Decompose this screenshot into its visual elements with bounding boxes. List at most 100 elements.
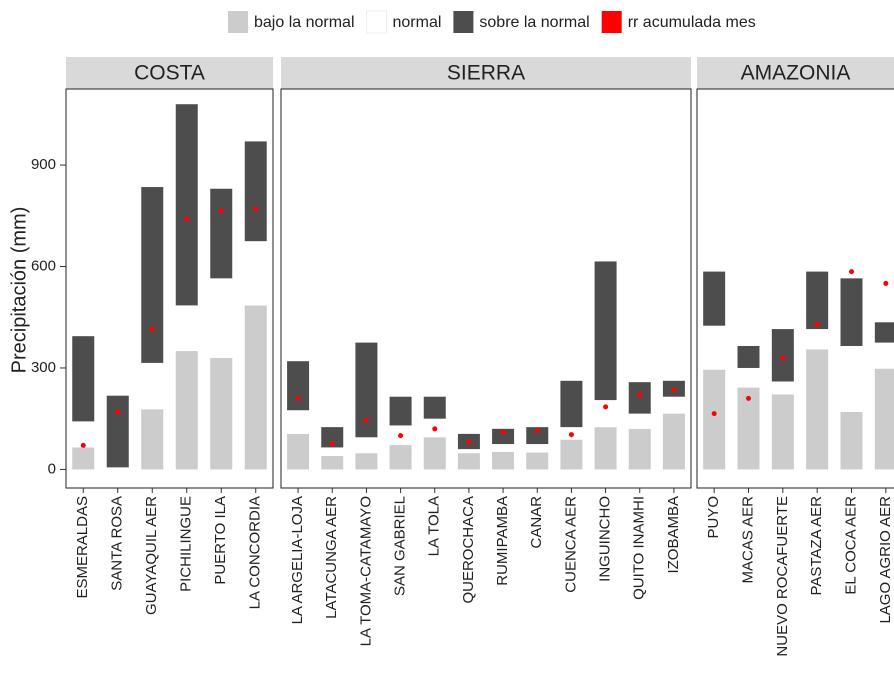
x-tick-label: LAGO AGRIO AER [877, 496, 894, 624]
x-tick-label: PASTAZA AER [808, 496, 825, 596]
bar-segment [703, 271, 726, 326]
bar-segment [457, 453, 480, 470]
bar-segment [321, 455, 344, 470]
bar-segment [210, 357, 233, 470]
bar-segment [840, 345, 863, 412]
bar-segment [175, 305, 198, 352]
rr-point [883, 280, 889, 286]
bar-segment [423, 396, 446, 419]
bar-segment [492, 428, 515, 445]
bar-segment [210, 278, 233, 358]
legend-key [453, 11, 474, 33]
bar-segment [771, 381, 794, 395]
bar-segment [526, 452, 549, 470]
bar-segment [560, 439, 583, 470]
bar-segment [560, 380, 583, 428]
bar-segment [737, 345, 760, 368]
legend-key [228, 11, 248, 33]
bar-segment [840, 278, 863, 346]
bar-segment [457, 449, 480, 454]
x-tick-label: LA ARGELIA-LOJA [289, 496, 306, 624]
bar-segment [355, 437, 378, 454]
strip [66, 57, 273, 89]
bar-segment [628, 428, 651, 470]
bar-segment [72, 336, 95, 422]
bar-segment [526, 444, 549, 453]
bar-segment [423, 437, 446, 470]
bar-segment [703, 369, 726, 470]
x-tick-label: LA CONCORDIA [247, 496, 264, 609]
bar-segment [806, 271, 829, 330]
bar-segment [106, 395, 129, 468]
rr-point [363, 417, 369, 423]
x-tick-label: RUMIPAMBA [494, 496, 511, 586]
rr-point [253, 206, 259, 212]
rr-point [295, 395, 301, 401]
rr-point [218, 208, 224, 214]
x-tick-label: LA TOMA-CATAMAYO [357, 496, 374, 646]
x-tick-label: LA TOLA [426, 496, 443, 556]
bar-segment [287, 361, 310, 411]
bar-segment [141, 409, 164, 470]
bar-segment [492, 444, 515, 452]
x-tick-label: LATACUNGA AER [323, 496, 340, 619]
bar-segment [141, 362, 164, 410]
bar-segment [662, 396, 685, 414]
bar-segment [492, 451, 515, 470]
y-tick-label: 600 [31, 257, 56, 274]
bar-segment [244, 305, 267, 470]
legend-label: normal [393, 14, 442, 31]
legend-key [601, 11, 622, 33]
bar-segment [703, 325, 726, 370]
bar-segment [771, 329, 794, 382]
bar-segment [210, 188, 233, 279]
bar-segment [771, 394, 794, 470]
bar-segment [175, 104, 198, 306]
bar-segment [355, 453, 378, 470]
rr-point [849, 269, 854, 275]
bar-segment [874, 322, 894, 343]
bar-segment [594, 427, 617, 470]
bar-segment [737, 387, 760, 470]
bar-segment [594, 400, 617, 428]
rr-point [329, 441, 335, 447]
y-tick-label: 0 [48, 460, 56, 477]
x-tick-label: SANTA ROSA [109, 496, 126, 591]
rr-point [814, 321, 820, 327]
x-tick-label: SAN GABRIEL [392, 496, 409, 596]
strip [281, 57, 691, 89]
bar-segment [321, 427, 344, 448]
rr-point [184, 216, 190, 222]
bar-segment [175, 351, 198, 470]
bar-segment [594, 261, 617, 401]
panel-border [696, 88, 894, 489]
bar-segment [874, 368, 894, 470]
rr-point [711, 411, 717, 417]
x-tick-label: NUEVO ROCAFUERTE [774, 496, 791, 657]
x-tick-label: PUYO [705, 496, 722, 539]
rr-point [568, 432, 574, 438]
bar-segment [72, 447, 95, 470]
x-tick-label: QUITO INAMHI [631, 496, 648, 600]
legend-label: rr acumulada mes [628, 14, 756, 31]
bar-segment [72, 421, 95, 448]
bar-segment [737, 367, 760, 388]
legend-label: sobre la normal [479, 14, 589, 31]
bar-segment [244, 241, 267, 306]
rr-point [466, 439, 472, 445]
bar-segment [287, 433, 310, 470]
x-tick-label: IZOBAMBA [665, 496, 682, 574]
x-tick-label: QUEROCHACA [460, 496, 477, 604]
panel-border [280, 88, 692, 489]
bar-segment [662, 413, 685, 470]
x-tick-label: EL COCA AER [842, 496, 859, 595]
bar-segment [141, 187, 164, 363]
x-tick-label: ESMERALDAS [74, 496, 91, 599]
bar-segment [628, 382, 651, 414]
x-tick-label: GUAYAQUIL AER [143, 496, 160, 615]
y-axis-label: Precipitación (mm) [8, 207, 30, 374]
bar-segment [287, 410, 310, 434]
bar-segment [389, 445, 412, 470]
x-tick-label: PICHILINGUE [178, 496, 195, 592]
